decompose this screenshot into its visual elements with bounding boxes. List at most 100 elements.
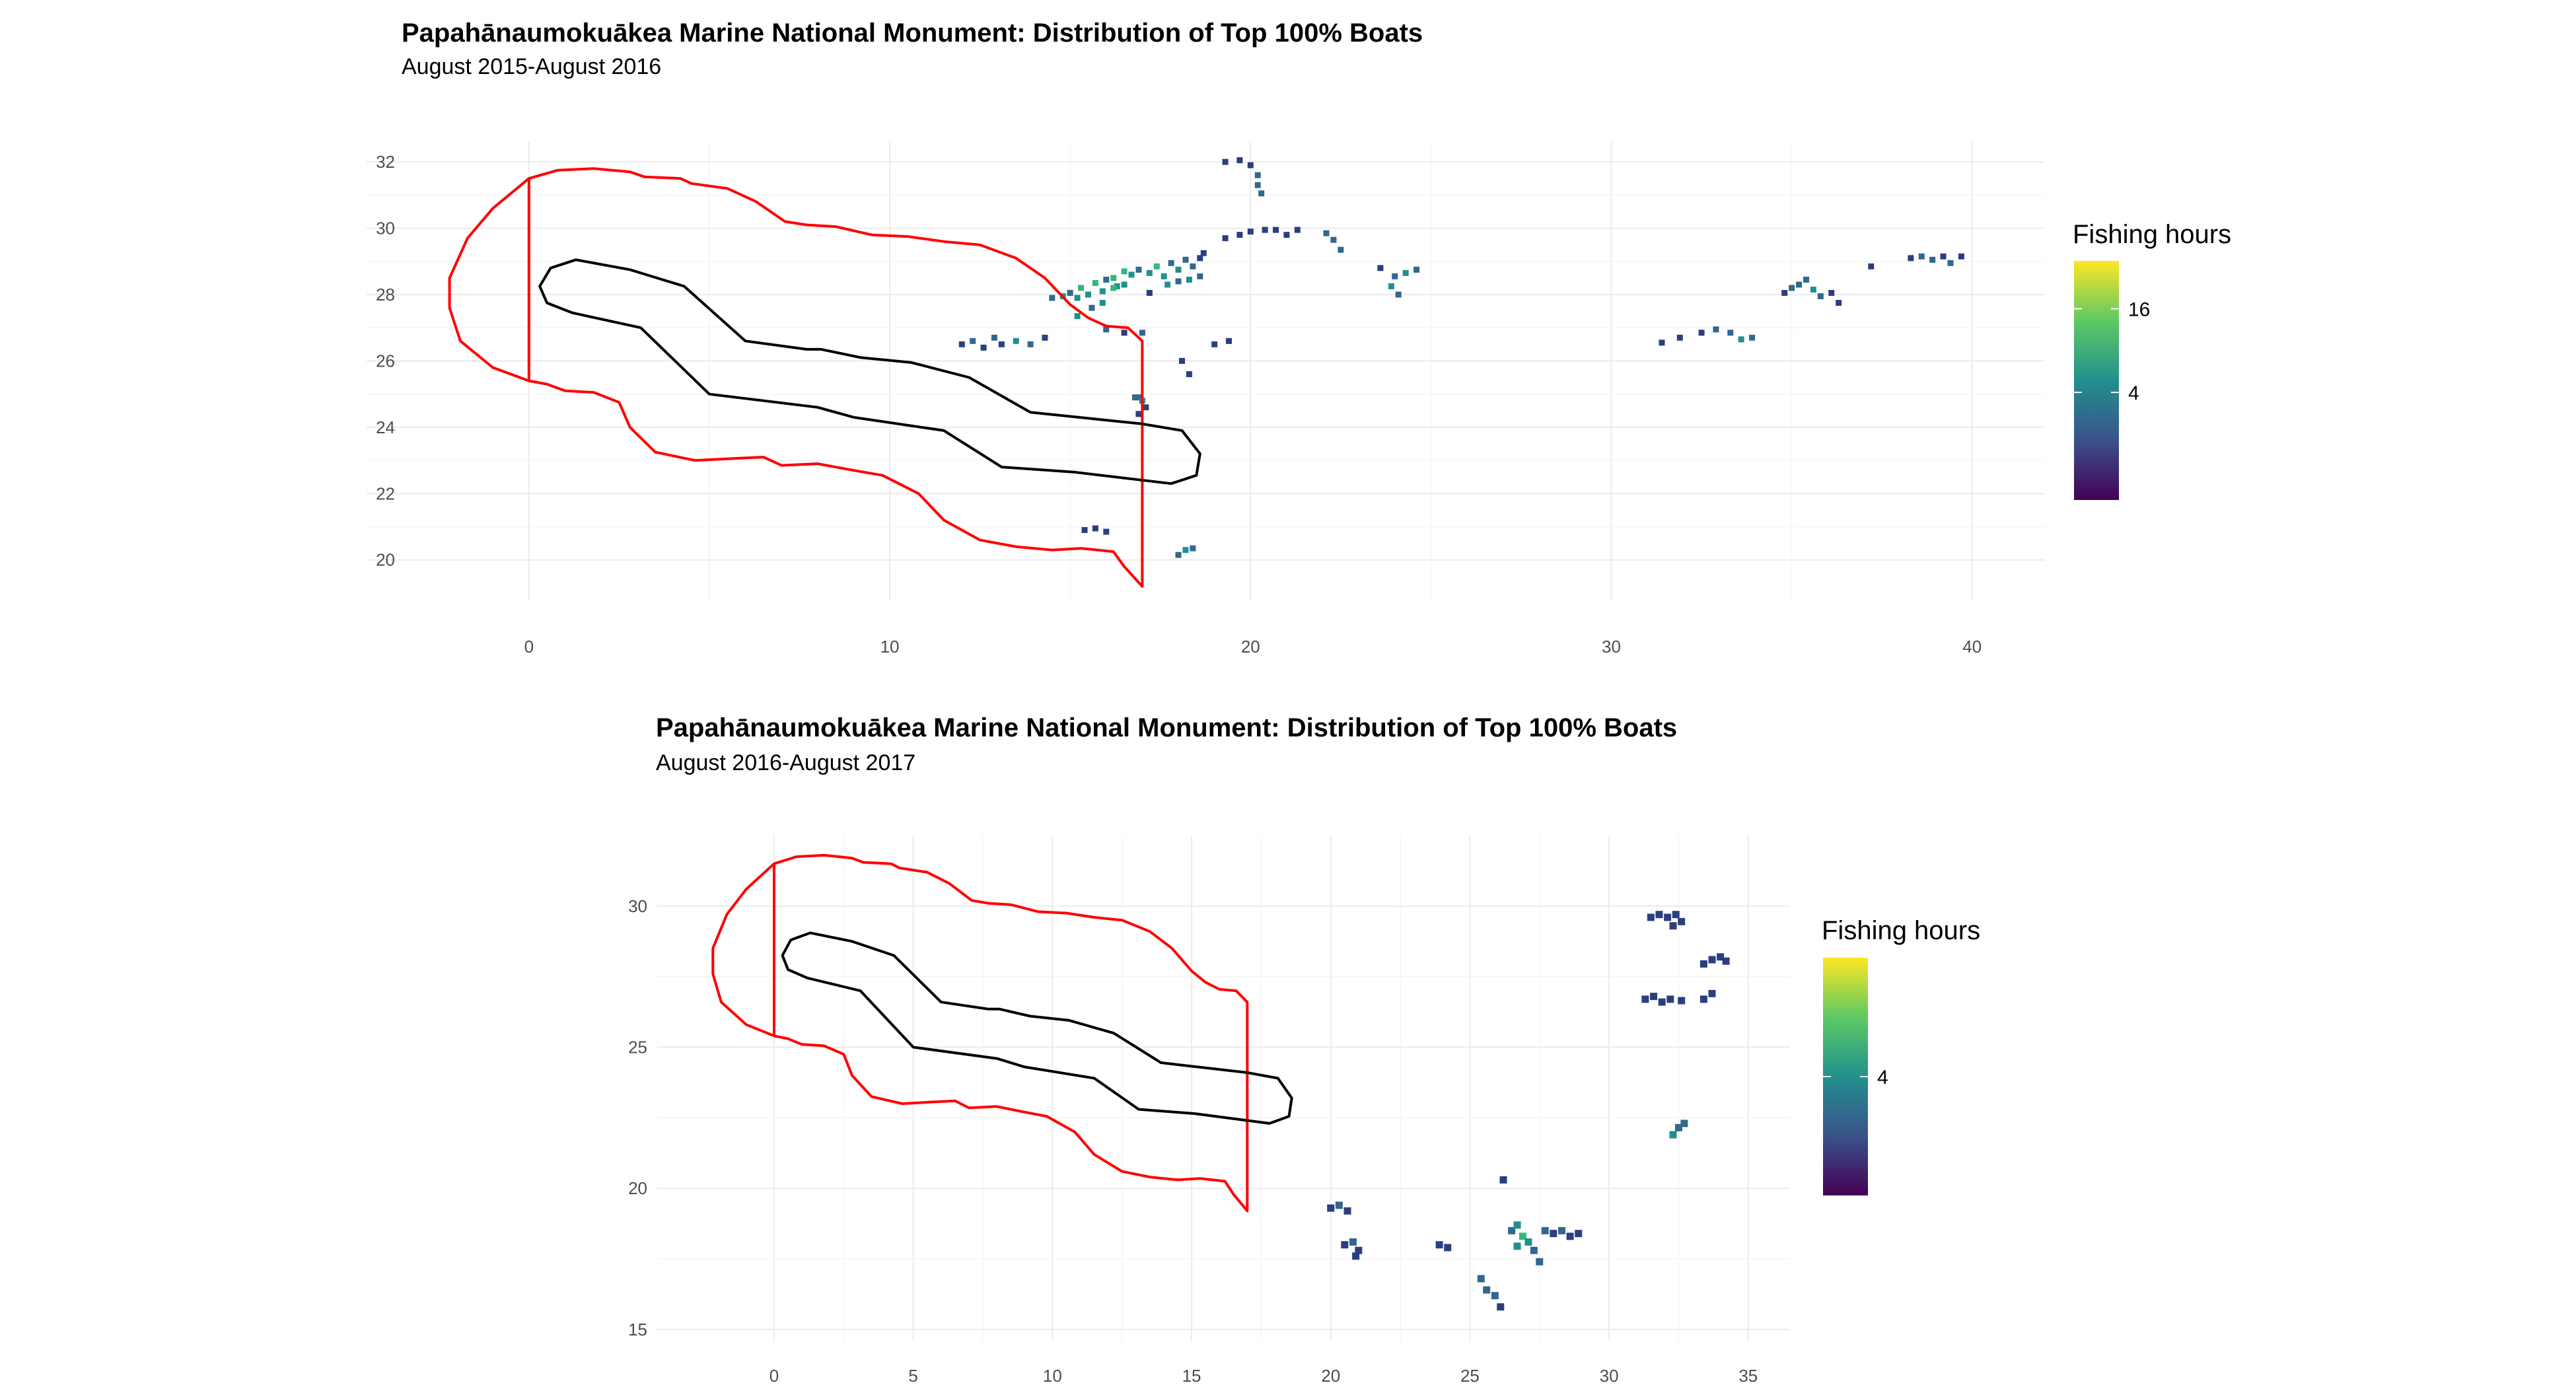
- x-tick-label: 30: [1600, 1366, 1619, 1386]
- fishing-cell: [1355, 1246, 1363, 1254]
- fishing-cell: [1641, 995, 1649, 1003]
- fishing-cell: [1530, 1246, 1538, 1254]
- fishing-cell: [1524, 1238, 1532, 1246]
- legend-colorbar: [2074, 261, 2119, 500]
- monument-boundary-line: [781, 931, 1293, 1125]
- fishing-cell: [1717, 953, 1725, 961]
- fishing-cell: [998, 341, 1005, 347]
- y-tick-label: 22: [376, 483, 395, 503]
- fishing-cell: [1519, 1232, 1526, 1240]
- fishing-cell: [1099, 288, 1106, 295]
- fishing-cell: [1435, 1241, 1443, 1249]
- fishing-cell: [1099, 300, 1106, 306]
- fishing-cells: [958, 157, 1964, 558]
- fishing-cell: [1699, 960, 1707, 968]
- fishing-cell: [1669, 922, 1677, 930]
- fishing-cell: [1557, 1227, 1565, 1234]
- y-tick-label: 32: [376, 152, 395, 172]
- legend-tick-label: 16: [2128, 299, 2150, 320]
- y-tick-label: 28: [376, 285, 395, 304]
- fishing-cell: [1135, 394, 1142, 401]
- fishing-cell: [1103, 528, 1110, 535]
- fishing-cell: [1200, 250, 1207, 256]
- fishing-cell: [1789, 285, 1795, 291]
- legend-tick-label: 4: [2128, 382, 2139, 404]
- fishing-cell: [1650, 993, 1658, 1001]
- x-tick-label: 15: [1182, 1366, 1201, 1386]
- x-tick-label: 10: [1043, 1366, 1062, 1386]
- fishing-cell: [1655, 911, 1663, 919]
- fishing-cell: [970, 338, 976, 344]
- fishing-cell: [1444, 1244, 1452, 1252]
- fishing-cell: [1273, 227, 1279, 233]
- chart-subtitle: August 2015-August 2016: [402, 54, 662, 79]
- fishing-cell: [1918, 253, 1925, 260]
- fishing-cell: [1349, 1238, 1357, 1246]
- fishing-cell: [1222, 235, 1229, 242]
- chart-plot: 0 5 10 15 20 25 30 35 15 20 25 30 Fishing hours 4: [628, 836, 1980, 1386]
- chart-subtitle: August 2016-August 2017: [656, 750, 916, 775]
- fishing-cell: [1092, 279, 1098, 286]
- fishing-cell: [1699, 995, 1707, 1003]
- fishing-cell: [1566, 1232, 1574, 1240]
- fishing-cell: [1131, 394, 1138, 401]
- chart-panel-1: Papahānaumokuākea Marine National Monume…: [367, 18, 2231, 657]
- fishing-cell: [1664, 913, 1672, 921]
- fishing-cell: [1550, 1230, 1557, 1238]
- fishing-cell: [1508, 1227, 1516, 1234]
- x-tick-label: 20: [1321, 1366, 1340, 1386]
- x-tick-label: 30: [1602, 637, 1621, 657]
- fishing-cell: [1868, 263, 1875, 269]
- fishing-cell: [1114, 283, 1120, 289]
- fishing-cell: [1536, 1258, 1544, 1265]
- fishing-cell: [1658, 998, 1666, 1006]
- fishing-cell: [1013, 338, 1019, 344]
- x-tick-label: 0: [769, 1366, 779, 1386]
- fishing-cell: [1817, 293, 1824, 300]
- fishing-cell: [1078, 285, 1085, 291]
- fishing-cell: [1236, 157, 1243, 164]
- fishing-cell: [1781, 289, 1788, 296]
- fishing-cell: [1258, 190, 1265, 197]
- fishing-cell: [1135, 266, 1142, 273]
- x-tick-label: 20: [1241, 637, 1260, 657]
- fishing-cell: [1678, 997, 1686, 1005]
- fishing-cell: [1392, 273, 1398, 279]
- fishing-cell: [1483, 1286, 1491, 1294]
- fishing-cell: [1211, 341, 1218, 347]
- fishing-cell: [1680, 1120, 1688, 1127]
- fishing-cell: [1708, 989, 1716, 997]
- fishing-cell: [1947, 260, 1954, 266]
- x-tick-label: 5: [908, 1366, 917, 1386]
- fishing-cell: [1722, 957, 1730, 965]
- fishing-cell: [1335, 1201, 1343, 1209]
- fishing-cell: [1262, 227, 1268, 233]
- fishing-cell: [1659, 339, 1665, 346]
- fishing-cell: [1698, 330, 1705, 336]
- fishing-cell: [1323, 230, 1330, 236]
- fishing-cell: [1027, 341, 1034, 347]
- fishing-cell: [1254, 182, 1261, 188]
- fishing-cell: [1178, 357, 1185, 364]
- fishing-cell: [1146, 269, 1153, 276]
- fishing-cell: [1161, 273, 1167, 279]
- fishing-cell: [1121, 330, 1127, 336]
- fishing-cell: [1352, 1252, 1360, 1260]
- fishing-cell: [1067, 289, 1073, 296]
- y-tick-label: 15: [628, 1320, 647, 1339]
- fishing-cell: [1395, 291, 1402, 298]
- fishing-cell: [1168, 260, 1174, 266]
- fishing-cell: [991, 334, 997, 341]
- fishing-cell: [1175, 266, 1182, 273]
- chart-title: Papahānaumokuākea Marine National Monume…: [656, 713, 1678, 742]
- chart-plot: 0 10 20 30 40 20 22 24 26 28 30 32 Fishing hours 16 4: [367, 142, 2231, 657]
- y-tick-label: 20: [628, 1178, 647, 1198]
- fishing-cell: [1190, 545, 1196, 551]
- fishing-cell: [1085, 291, 1091, 298]
- fishing-cell: [1190, 263, 1196, 269]
- fishing-cell: [1796, 281, 1803, 288]
- x-tick-label: 10: [880, 637, 900, 657]
- y-tick-label: 25: [628, 1038, 647, 1057]
- outer-boundary-line: [448, 167, 1144, 588]
- y-tick-label: 20: [376, 550, 395, 570]
